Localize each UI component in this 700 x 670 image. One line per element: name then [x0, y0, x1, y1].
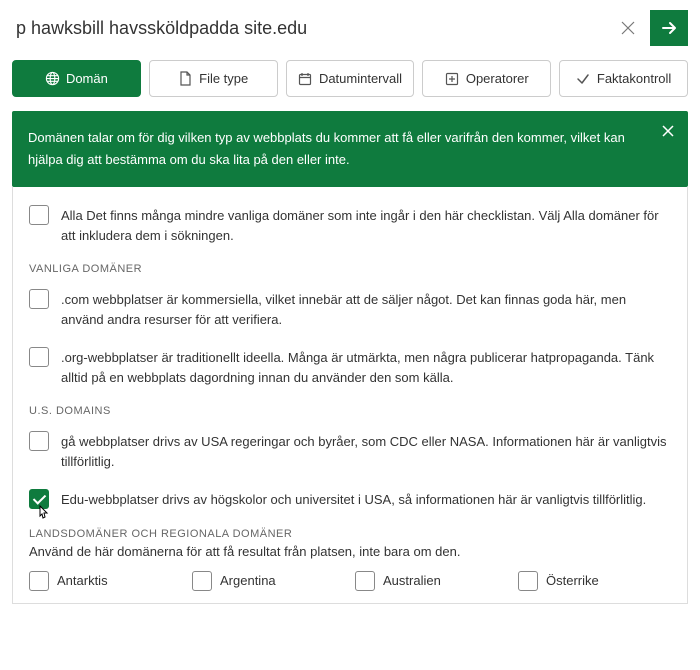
search-bar [12, 10, 688, 46]
tab-factcheck[interactable]: Faktakontroll [559, 60, 688, 97]
domain-option-edu: Edu-webbplatser drivs av högskolor och u… [29, 489, 671, 510]
country-antarctica-label: Antarktis [57, 573, 108, 588]
calendar-icon [298, 71, 313, 86]
country-sub-text: Använd de här domänerna för att få resul… [29, 544, 671, 559]
file-icon [178, 71, 193, 86]
country-option-austria: Österrike [518, 571, 671, 591]
cursor-pointer-icon [34, 504, 52, 524]
tab-domain-label: Domän [66, 71, 108, 86]
section-country-domains: LANDSDOMÄNER OCH REGIONALA DOMÄNER [29, 528, 671, 540]
checkbox-all[interactable] [29, 205, 49, 225]
filter-tabs: Domän File type Datumintervall Operatore… [12, 60, 688, 97]
domain-com-desc: .com webbplatser är kommersiella, vilket… [61, 289, 671, 329]
domain-all-desc: Alla Det finns många mindre vanliga domä… [61, 205, 671, 245]
domain-edu-desc: Edu-webbplatser drivs av högskolor och u… [61, 489, 646, 510]
tab-filetype[interactable]: File type [149, 60, 278, 97]
domain-option-com: .com webbplatser är kommersiella, vilket… [29, 289, 671, 329]
checkbox-org[interactable] [29, 347, 49, 367]
check-icon [576, 71, 591, 86]
country-option-argentina: Argentina [192, 571, 345, 591]
tab-operators[interactable]: Operatorer [422, 60, 551, 97]
domain-option-all: Alla Det finns många mindre vanliga domä… [29, 205, 671, 245]
banner-close-button[interactable] [658, 121, 678, 141]
close-icon [620, 20, 636, 36]
tab-domain[interactable]: Domän [12, 60, 141, 97]
country-row: Antarktis Argentina Australien Österrike [29, 571, 671, 591]
globe-icon [45, 71, 60, 86]
domain-info-banner: Domänen talar om för dig vilken typ av w… [12, 111, 688, 187]
checkbox-gov[interactable] [29, 431, 49, 451]
domain-options: Alla Det finns många mindre vanliga domä… [12, 187, 688, 604]
checkbox-antarctica[interactable] [29, 571, 49, 591]
plus-box-icon [445, 71, 460, 86]
checkbox-com[interactable] [29, 289, 49, 309]
section-common-domains: VANLIGA DOMÄNER [29, 263, 671, 275]
checkbox-argentina[interactable] [192, 571, 212, 591]
tab-daterange[interactable]: Datumintervall [286, 60, 415, 97]
search-input[interactable] [12, 12, 606, 45]
checkbox-edu[interactable] [29, 489, 49, 509]
close-icon [661, 124, 675, 138]
domain-option-gov: gå webbplatser drivs av USA regeringar o… [29, 431, 671, 471]
country-austria-label: Österrike [546, 573, 599, 588]
domain-option-org: .org-webbplatser är traditionellt ideell… [29, 347, 671, 387]
clear-search-button[interactable] [614, 14, 642, 42]
search-submit-button[interactable] [650, 10, 688, 46]
section-us-domains: U.S. DOMAINS [29, 405, 671, 417]
checkbox-austria[interactable] [518, 571, 538, 591]
checkbox-australia[interactable] [355, 571, 375, 591]
tab-filetype-label: File type [199, 71, 248, 86]
domain-gov-desc: gå webbplatser drivs av USA regeringar o… [61, 431, 671, 471]
arrow-right-icon [660, 19, 678, 37]
tab-operators-label: Operatorer [466, 71, 529, 86]
country-australia-label: Australien [383, 573, 441, 588]
country-option-antarctica: Antarktis [29, 571, 182, 591]
banner-text: Domänen talar om för dig vilken typ av w… [28, 130, 625, 167]
domain-org-desc: .org-webbplatser är traditionellt ideell… [61, 347, 671, 387]
search-filters-panel: Domän File type Datumintervall Operatore… [0, 0, 700, 670]
tab-factcheck-label: Faktakontroll [597, 71, 671, 86]
country-option-australia: Australien [355, 571, 508, 591]
country-argentina-label: Argentina [220, 573, 276, 588]
tab-daterange-label: Datumintervall [319, 71, 402, 86]
